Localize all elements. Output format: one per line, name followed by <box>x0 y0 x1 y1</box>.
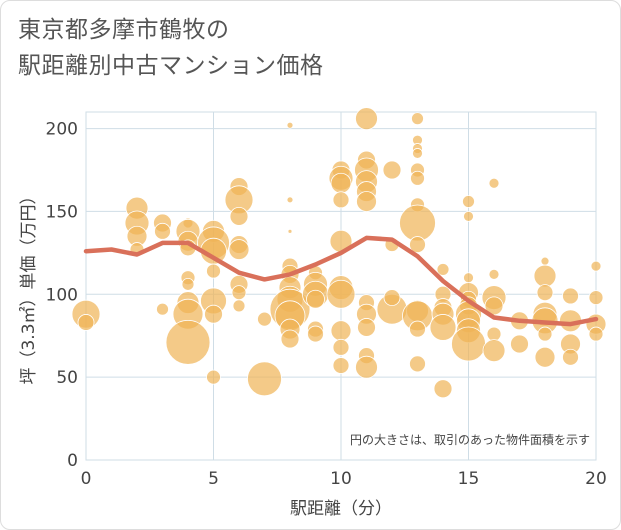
chart-title: 東京都多摩市鶴牧の 駅距離別中古マンション価格 <box>18 12 324 84</box>
bubble-point <box>463 210 474 222</box>
bubble-point <box>399 204 436 242</box>
bubble-point <box>534 346 556 368</box>
y-tick-label: 200 <box>46 120 78 140</box>
average-price-line <box>83 235 599 327</box>
y-tick-label: 100 <box>46 285 78 305</box>
x-tick-label: 5 <box>208 469 219 489</box>
bubble-point <box>332 191 350 209</box>
bubble-point <box>482 339 506 363</box>
bubble-point <box>330 320 352 342</box>
bubble-point <box>286 121 294 129</box>
bubble-point <box>409 320 426 338</box>
bubble-point <box>257 311 272 327</box>
bubble-point <box>451 326 486 362</box>
bubble-point <box>204 304 223 324</box>
bubble-point <box>280 329 300 349</box>
bubble-point <box>510 334 529 354</box>
bubble-point <box>409 355 426 373</box>
bubble-point <box>488 268 500 280</box>
x-axis-title: 駅距離（分） <box>290 499 392 519</box>
x-tick-label: 15 <box>458 469 480 489</box>
bubble-point <box>562 287 579 305</box>
bubble-point <box>229 206 249 226</box>
bubble-point <box>332 338 350 356</box>
x-tick-label: 20 <box>585 469 607 489</box>
bubble-point <box>286 196 294 204</box>
bubble-point <box>383 289 401 307</box>
bubble-point <box>488 177 500 189</box>
bubble-layer <box>71 107 607 399</box>
bubble-point <box>411 112 424 126</box>
bubble-point <box>357 318 376 337</box>
bubble-point <box>332 357 350 374</box>
bubble-point <box>154 222 171 240</box>
bubble-point <box>355 107 378 131</box>
bubble-size-note: 円の大きさは、取引のあった物件面積を示す <box>350 432 590 447</box>
bubble-point <box>287 228 293 234</box>
x-tick-label: 0 <box>81 469 92 489</box>
bubble-point <box>181 277 195 291</box>
bubble-point <box>232 299 246 313</box>
bubble-point <box>307 325 324 343</box>
bubble-point <box>486 326 502 342</box>
chart-title-line-2: 駅距離別中古マンション価格 <box>18 53 324 79</box>
bubble-point <box>228 239 250 260</box>
tick-labels: 0 50 100 150 200 0 5 10 15 20 <box>46 120 607 489</box>
bubble-point <box>537 326 553 342</box>
bubble-point <box>206 369 221 385</box>
bubble-point <box>463 272 474 284</box>
bubble-point <box>231 285 247 301</box>
bubble-point <box>247 361 282 397</box>
bubble-point <box>206 263 221 279</box>
bubble-point <box>326 279 356 309</box>
bubble-point <box>433 379 453 399</box>
y-tick-label: 50 <box>56 368 78 388</box>
bubble-point <box>306 289 325 309</box>
x-tick-label: 10 <box>330 469 352 489</box>
chart-title-line-1: 東京都多摩市鶴牧の <box>18 17 230 43</box>
y-axis-title: 坪（3.3㎡）単価（万円） <box>19 187 39 384</box>
bubble-point <box>536 284 554 302</box>
bubble-point <box>429 314 457 341</box>
bubble-point <box>382 160 402 180</box>
bubble-point <box>562 348 579 366</box>
bubble-point <box>540 256 550 266</box>
bubble-point <box>462 195 475 208</box>
bubble-point <box>355 355 378 379</box>
bubble-point <box>533 264 557 288</box>
bubble-point <box>165 319 211 365</box>
bubble-point <box>77 314 95 331</box>
bubble-point <box>588 326 604 342</box>
trend-layer <box>83 235 599 327</box>
y-tick-label: 150 <box>46 202 78 222</box>
bubble-point <box>588 290 604 306</box>
bubble-point <box>590 260 602 272</box>
bubble-point <box>356 191 377 212</box>
bubble-point <box>412 148 423 159</box>
bubble-point <box>410 170 425 186</box>
bubble-point <box>409 236 426 253</box>
bubble-point <box>436 263 450 276</box>
bubble-point <box>156 302 169 316</box>
y-tick-label: 0 <box>67 451 78 471</box>
bubble-point <box>330 172 352 194</box>
